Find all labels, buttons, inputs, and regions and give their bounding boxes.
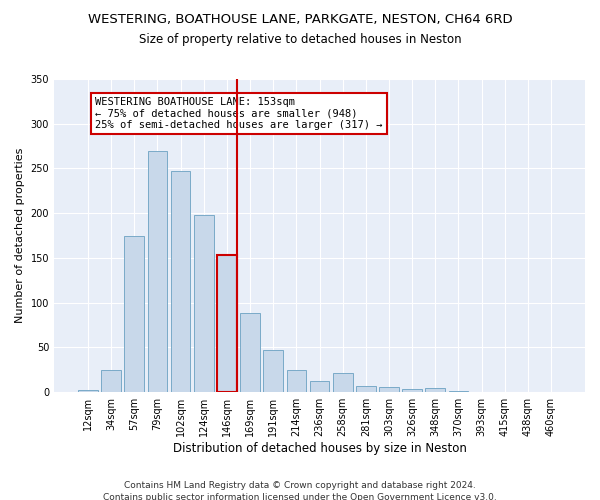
Text: Size of property relative to detached houses in Neston: Size of property relative to detached ho… <box>139 32 461 46</box>
Bar <box>124 236 144 392</box>
Y-axis label: Number of detached properties: Number of detached properties <box>15 148 25 324</box>
Bar <box>310 380 329 392</box>
Bar <box>425 388 445 392</box>
Bar <box>379 387 399 392</box>
Bar <box>171 171 190 392</box>
Bar <box>402 388 422 392</box>
X-axis label: Distribution of detached houses by size in Neston: Distribution of detached houses by size … <box>173 442 466 455</box>
Text: Contains HM Land Registry data © Crown copyright and database right 2024.: Contains HM Land Registry data © Crown c… <box>124 481 476 490</box>
Bar <box>333 374 353 392</box>
Bar <box>148 150 167 392</box>
Bar <box>78 390 98 392</box>
Text: WESTERING, BOATHOUSE LANE, PARKGATE, NESTON, CH64 6RD: WESTERING, BOATHOUSE LANE, PARKGATE, NES… <box>88 12 512 26</box>
Bar <box>240 314 260 392</box>
Bar <box>217 256 237 392</box>
Bar <box>287 370 306 392</box>
Text: WESTERING BOATHOUSE LANE: 153sqm
← 75% of detached houses are smaller (948)
25% : WESTERING BOATHOUSE LANE: 153sqm ← 75% o… <box>95 97 382 130</box>
Bar <box>194 215 214 392</box>
Bar <box>356 386 376 392</box>
Bar <box>263 350 283 392</box>
Text: Contains public sector information licensed under the Open Government Licence v3: Contains public sector information licen… <box>103 492 497 500</box>
Bar <box>101 370 121 392</box>
